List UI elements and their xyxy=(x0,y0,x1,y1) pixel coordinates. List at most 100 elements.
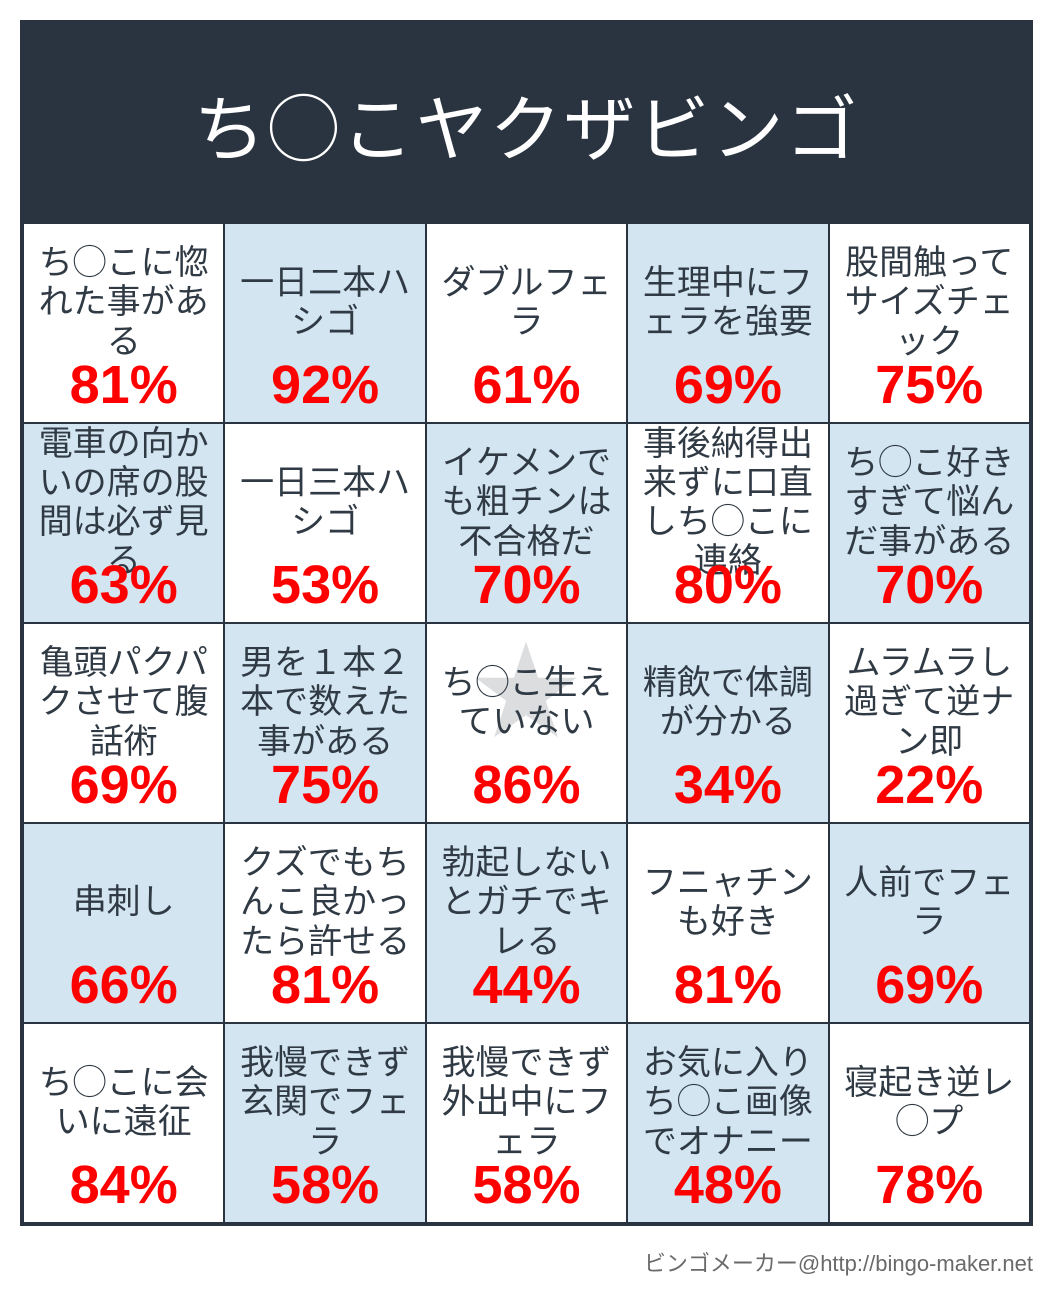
cell-text-label: ち◯こ好きすぎて悩んだ事がある xyxy=(836,444,1023,561)
cell-text: フニャチンも好き xyxy=(634,842,821,964)
bingo-cell: 事後納得出来ずに口直しち◯こに連絡80% xyxy=(627,423,828,623)
cell-text-label: クズでもちんこ良かったら許せる xyxy=(231,844,418,961)
cell-text: 勃起しないとガチでキレる xyxy=(433,842,620,964)
cell-text: 我慢できず外出中にフェラ xyxy=(433,1042,620,1164)
bingo-cell: お気に入りち◯こ画像でオナニー48% xyxy=(627,1023,828,1223)
cell-text: 一日二本ハシゴ xyxy=(231,242,418,364)
cell-percent: 78% xyxy=(830,1158,1029,1212)
cell-percent: 48% xyxy=(628,1158,827,1212)
bingo-cell: 勃起しないとガチでキレる44% xyxy=(426,823,627,1023)
cell-text: 我慢できず玄関でフェラ xyxy=(231,1042,418,1164)
bingo-cell: ムラムラし過ぎて逆ナン即22% xyxy=(829,623,1030,823)
cell-text: ち◯こに会いに遠征 xyxy=(30,1042,217,1164)
cell-text-label: 人前でフェラ xyxy=(836,864,1023,942)
bingo-card: ち◯こヤクザビンゴ ち◯こに惚れた事がある81%一日二本ハシゴ92%ダブルフェラ… xyxy=(20,20,1033,1226)
cell-text: 事後納得出来ずに口直しち◯こに連絡 xyxy=(634,442,821,564)
bingo-title: ち◯こヤクザビンゴ xyxy=(193,71,859,176)
cell-percent: 81% xyxy=(628,958,827,1012)
bingo-cell: 精飲で体調が分かる 34% xyxy=(627,623,828,823)
cell-text-label: 生理中にフェラを強要 xyxy=(634,264,821,342)
cell-percent: 53% xyxy=(225,558,424,612)
cell-percent: 58% xyxy=(427,1158,626,1212)
bingo-cell: 亀頭パクパクさせて腹話術69% xyxy=(23,623,224,823)
bingo-cell: 串刺し 66% xyxy=(23,823,224,1023)
cell-percent: 84% xyxy=(24,1158,223,1212)
bingo-cell: 男を１本２本で数えた事がある75% xyxy=(224,623,425,823)
cell-percent: 34% xyxy=(628,758,827,812)
bingo-cell: 一日二本ハシゴ 92% xyxy=(224,223,425,423)
cell-percent: 44% xyxy=(427,958,626,1012)
bingo-cell: 電車の向かいの席の股間は必ず見る63% xyxy=(23,423,224,623)
bingo-cell: ち◯こ生えていない 86% xyxy=(426,623,627,823)
cell-percent: 61% xyxy=(427,358,626,412)
cell-text-label: ち◯こ生えていない xyxy=(433,664,620,742)
cell-text: 生理中にフェラを強要 xyxy=(634,242,821,364)
cell-percent: 81% xyxy=(225,958,424,1012)
bingo-header: ち◯こヤクザビンゴ xyxy=(23,23,1030,223)
cell-text-label: ち◯こに惚れた事がある xyxy=(30,244,217,361)
cell-text: 電車の向かいの席の股間は必ず見る xyxy=(30,442,217,564)
bingo-cell: クズでもちんこ良かったら許せる81% xyxy=(224,823,425,1023)
cell-text-label: イケメンでも粗チンは不合格だ xyxy=(433,444,620,561)
cell-text-label: 一日三本ハシゴ xyxy=(231,464,418,542)
cell-text: 串刺し xyxy=(30,842,217,964)
bingo-cell: ダブルフェラ 61% xyxy=(426,223,627,423)
cell-text: 精飲で体調が分かる xyxy=(634,642,821,764)
bingo-cell: 生理中にフェラを強要 69% xyxy=(627,223,828,423)
cell-percent: 69% xyxy=(24,758,223,812)
cell-percent: 63% xyxy=(24,558,223,612)
bingo-cell: フニャチンも好き 81% xyxy=(627,823,828,1023)
cell-percent: 58% xyxy=(225,1158,424,1212)
bingo-footer: ビンゴメーカー@http://bingo-maker.net xyxy=(20,1246,1033,1278)
bingo-cell: 我慢できず外出中にフェラ58% xyxy=(426,1023,627,1223)
cell-text: ち◯こ好きすぎて悩んだ事がある xyxy=(836,442,1023,564)
cell-text: イケメンでも粗チンは不合格だ xyxy=(433,442,620,564)
bingo-cell: イケメンでも粗チンは不合格だ70% xyxy=(426,423,627,623)
cell-percent: 70% xyxy=(830,558,1029,612)
cell-percent: 22% xyxy=(830,758,1029,812)
cell-text-label: 精飲で体調が分かる xyxy=(634,664,821,742)
cell-percent: 75% xyxy=(225,758,424,812)
cell-text-label: フニャチンも好き xyxy=(634,864,821,942)
bingo-cell: 股間触ってサイズチェック75% xyxy=(829,223,1030,423)
cell-percent: 92% xyxy=(225,358,424,412)
cell-text-label: 男を１本２本で数えた事がある xyxy=(231,644,418,761)
cell-text: ち◯こ生えていない xyxy=(433,642,620,764)
bingo-grid: ち◯こに惚れた事がある81%一日二本ハシゴ92%ダブルフェラ61%生理中にフェラ… xyxy=(23,223,1030,1223)
bingo-cell: ち◯こに会いに遠征 84% xyxy=(23,1023,224,1223)
cell-text-label: 寝起き逆レ◯プ xyxy=(836,1064,1023,1142)
cell-text: 寝起き逆レ◯プ xyxy=(836,1042,1023,1164)
cell-text: ダブルフェラ xyxy=(433,242,620,364)
cell-text-label: 勃起しないとガチでキレる xyxy=(433,844,620,961)
cell-text: ち◯こに惚れた事がある xyxy=(30,242,217,364)
cell-text: 一日三本ハシゴ xyxy=(231,442,418,564)
bingo-cell: ち◯こに惚れた事がある81% xyxy=(23,223,224,423)
cell-percent: 69% xyxy=(628,358,827,412)
cell-text-label: ち◯こに会いに遠征 xyxy=(30,1064,217,1142)
cell-percent: 69% xyxy=(830,958,1029,1012)
cell-text-label: 我慢できず玄関でフェラ xyxy=(231,1044,418,1161)
cell-percent: 86% xyxy=(427,758,626,812)
cell-text-label: ムラムラし過ぎて逆ナン即 xyxy=(836,644,1023,761)
cell-percent: 81% xyxy=(24,358,223,412)
cell-percent: 70% xyxy=(427,558,626,612)
bingo-cell: 人前でフェラ 69% xyxy=(829,823,1030,1023)
bingo-cell: 寝起き逆レ◯プ 78% xyxy=(829,1023,1030,1223)
cell-text-label: ダブルフェラ xyxy=(433,264,620,342)
cell-text: クズでもちんこ良かったら許せる xyxy=(231,842,418,964)
cell-text-label: 一日二本ハシゴ xyxy=(231,264,418,342)
cell-text-label: 股間触ってサイズチェック xyxy=(836,244,1023,361)
cell-text-label: 亀頭パクパクさせて腹話術 xyxy=(30,644,217,761)
footer-text: ビンゴメーカー@http://bingo-maker.net xyxy=(644,1251,1033,1276)
cell-percent: 75% xyxy=(830,358,1029,412)
cell-percent: 66% xyxy=(24,958,223,1012)
bingo-cell: 我慢できず玄関でフェラ58% xyxy=(224,1023,425,1223)
cell-text: 人前でフェラ xyxy=(836,842,1023,964)
cell-text: 亀頭パクパクさせて腹話術 xyxy=(30,642,217,764)
cell-text: 股間触ってサイズチェック xyxy=(836,242,1023,364)
cell-text: ムラムラし過ぎて逆ナン即 xyxy=(836,642,1023,764)
bingo-cell: ち◯こ好きすぎて悩んだ事がある70% xyxy=(829,423,1030,623)
cell-text-label: 我慢できず外出中にフェラ xyxy=(433,1044,620,1161)
cell-percent: 80% xyxy=(628,558,827,612)
cell-text-label: 串刺し xyxy=(73,883,175,922)
